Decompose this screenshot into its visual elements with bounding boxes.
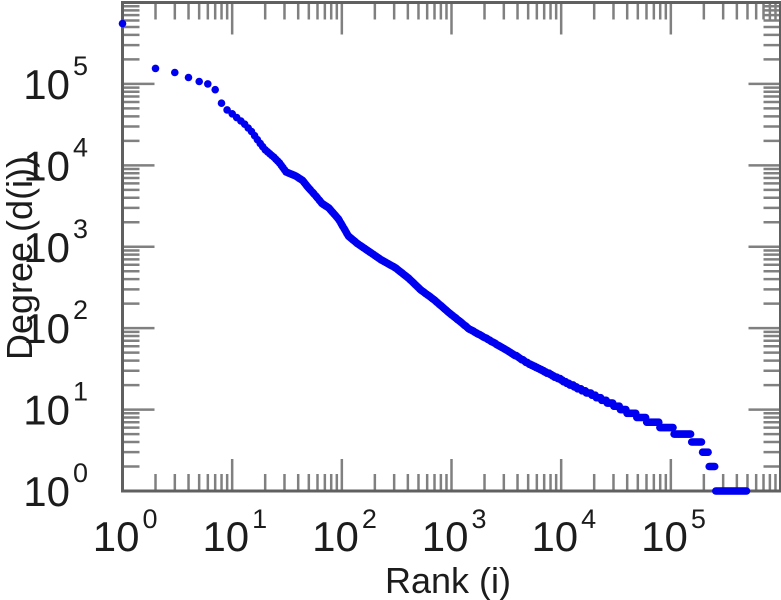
y-tick-label: 10 xyxy=(23,61,70,108)
tick-labels: 10 0 10 1 10 2 10 3 10 4 10 510 010 110 210 310 410 5 xyxy=(23,51,706,560)
x-tick-label-exponent: 5 xyxy=(691,504,706,534)
x-tick-label-exponent: 3 xyxy=(472,504,487,534)
y-tick-label-exponent: 3 xyxy=(73,214,88,244)
x-tick-label: 10 xyxy=(422,513,469,560)
y-tick-label: 10 xyxy=(23,305,70,352)
data-points xyxy=(118,19,751,495)
data-point xyxy=(217,99,226,107)
y-tick-label: 10 xyxy=(23,224,70,271)
data-point xyxy=(195,77,203,86)
y-tick-label-exponent: 1 xyxy=(73,377,88,407)
data-point xyxy=(710,462,719,471)
x-tick-label: 10 xyxy=(202,513,249,560)
data-point xyxy=(118,19,127,28)
x-tick-label-exponent: 0 xyxy=(143,504,158,534)
data-point xyxy=(704,448,712,457)
data-point xyxy=(184,73,193,82)
y-tick-label: 10 xyxy=(23,468,70,515)
y-tick-label-exponent: 2 xyxy=(73,295,88,325)
x-tick-label: 10 xyxy=(641,513,688,560)
x-axis-label: Rank (i) xyxy=(385,560,511,600)
y-tick-label: 10 xyxy=(23,387,70,434)
y-tick-label: 10 xyxy=(23,142,70,189)
data-point xyxy=(686,430,695,438)
x-tick-label: 10 xyxy=(93,513,140,560)
data-point xyxy=(697,438,706,446)
data-point xyxy=(742,487,751,495)
data-point xyxy=(171,68,179,77)
x-tick-label-exponent: 2 xyxy=(362,504,377,534)
y-tick-label-exponent: 4 xyxy=(73,132,88,162)
data-point xyxy=(204,80,212,88)
x-tick-label-exponent: 1 xyxy=(252,504,267,534)
data-point xyxy=(151,64,160,73)
x-tick-label: 10 xyxy=(312,513,359,560)
y-tick-label-exponent: 0 xyxy=(73,458,88,488)
data-point xyxy=(669,423,677,432)
y-axis-label: Degree (d(i)) xyxy=(0,156,40,360)
x-tick-label-exponent: 4 xyxy=(581,504,596,534)
y-tick-label-exponent: 5 xyxy=(73,51,88,81)
data-point xyxy=(211,85,219,94)
axis-ticks xyxy=(122,2,781,491)
x-tick-label: 10 xyxy=(531,513,578,560)
